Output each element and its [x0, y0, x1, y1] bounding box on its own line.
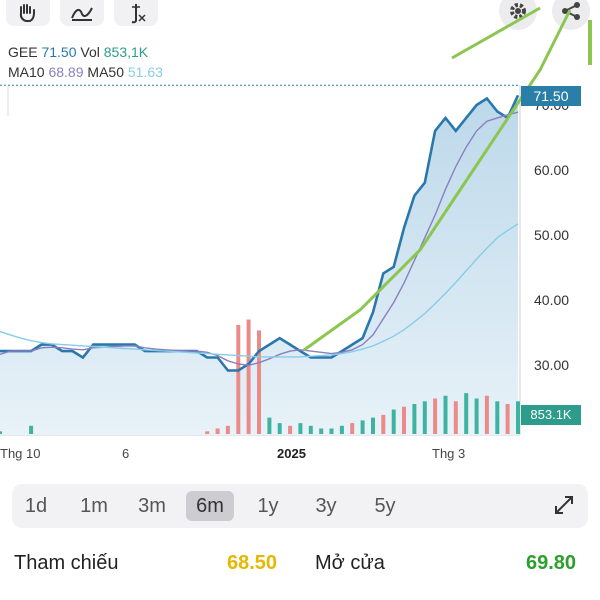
period-1y[interactable]: 1y: [257, 495, 279, 517]
volume-bar: [516, 401, 520, 434]
volume-bar: [484, 395, 489, 434]
period-1m[interactable]: 1m: [80, 495, 108, 517]
indicator-button[interactable]: [114, 0, 158, 26]
x-tick-thg10: Thg 10: [0, 446, 41, 461]
volume-bar: [474, 398, 479, 434]
volume-bar: [381, 414, 386, 434]
gear-icon: [510, 3, 526, 19]
volume-bar: [308, 425, 313, 434]
volume-bar: [246, 319, 251, 434]
volume-bar: [453, 401, 458, 434]
period-5y[interactable]: 5y: [374, 495, 396, 517]
volume-bar: [371, 417, 375, 434]
reference-price-value: 68.50: [227, 552, 278, 574]
last-price: 71.50: [41, 44, 77, 60]
volume-bar: [464, 393, 469, 434]
y-tick-50: 50.00: [534, 227, 570, 243]
volume-bar: [277, 423, 282, 434]
volume-bar: [495, 401, 500, 434]
curve-icon: [71, 7, 93, 21]
volume-bar: [422, 401, 427, 434]
current-price-tag: 71.50: [521, 86, 581, 106]
open-price-value: 69.80: [526, 552, 577, 574]
ma10-value: 68.89: [48, 64, 84, 80]
draw-curve-button[interactable]: [60, 0, 104, 26]
volume-bar: [0, 431, 2, 434]
hand-icon: [19, 4, 35, 22]
x-tick-6: 6: [122, 446, 130, 461]
period-3y[interactable]: 3y: [315, 495, 337, 517]
period-1d[interactable]: 1d: [24, 495, 48, 517]
y-tick-40: 40.00: [534, 292, 570, 308]
hand-tool-button[interactable]: [6, 0, 50, 26]
volume-bar: [29, 425, 34, 434]
volume-bar: [443, 395, 448, 434]
x-tick-thg3: Thg 3: [432, 446, 466, 461]
ma10-label: MA10: [8, 64, 45, 80]
volume-label: Vol: [80, 44, 100, 60]
volume-bar: [319, 428, 324, 434]
ma50-label: MA50: [87, 64, 124, 80]
open-price-label: Mở cửa: [315, 552, 385, 574]
trend-line-2: [451, 6, 541, 60]
reference-price-label: Tham chiếu: [14, 552, 119, 574]
y-tick-30: 30.00: [534, 357, 570, 373]
volume-bar: [412, 404, 417, 434]
x-tick-2025: 2025: [277, 446, 306, 461]
current-volume-tag: 853.1K: [521, 405, 581, 425]
share-icon: [562, 2, 580, 20]
volume-bar: [360, 420, 365, 434]
ma50-line: [0, 223, 519, 358]
share-button[interactable]: [552, 0, 590, 30]
volume-bar: [402, 406, 406, 434]
ma50-value: 51.63: [127, 64, 163, 80]
y-tick-60: 60.00: [534, 162, 570, 178]
price-chart[interactable]: [0, 0, 600, 480]
ma10-line: [0, 111, 519, 367]
volume-bar: [505, 404, 510, 434]
volume-bar: [267, 417, 272, 434]
volume-bar: [329, 428, 334, 434]
period-3m[interactable]: 3m: [138, 495, 166, 517]
volume-bar: [339, 425, 344, 434]
volume-value: 853,1K: [103, 44, 149, 60]
volume-bar: [391, 409, 396, 434]
volume-bar: [350, 423, 355, 434]
chart-toolbar: [0, 0, 600, 30]
volume-bar: [433, 398, 438, 434]
trend-line-1: [303, 9, 572, 352]
volume-bar: [288, 425, 293, 434]
function-icon: [131, 4, 146, 24]
volume-bar: [215, 428, 220, 434]
period-selector: 1d 1m 3m 6m 1y 3y 5y: [12, 484, 588, 528]
price-area: [0, 95, 518, 436]
ticker-symbol: GEE: [8, 44, 38, 60]
volume-bar: [236, 324, 241, 434]
fullscreen-button[interactable]: [552, 493, 576, 522]
expand-icon: [555, 496, 573, 514]
chart-legend: GEE 71.50 Vol 853,1K MA10 68.89 MA50 51.…: [8, 42, 163, 82]
price-line: [0, 94, 520, 372]
volume-bar: [298, 423, 303, 434]
volume-bar: [205, 431, 210, 434]
period-6m[interactable]: 6m: [186, 491, 234, 521]
volume-bar: [257, 330, 261, 434]
volume-bar: [225, 425, 230, 434]
